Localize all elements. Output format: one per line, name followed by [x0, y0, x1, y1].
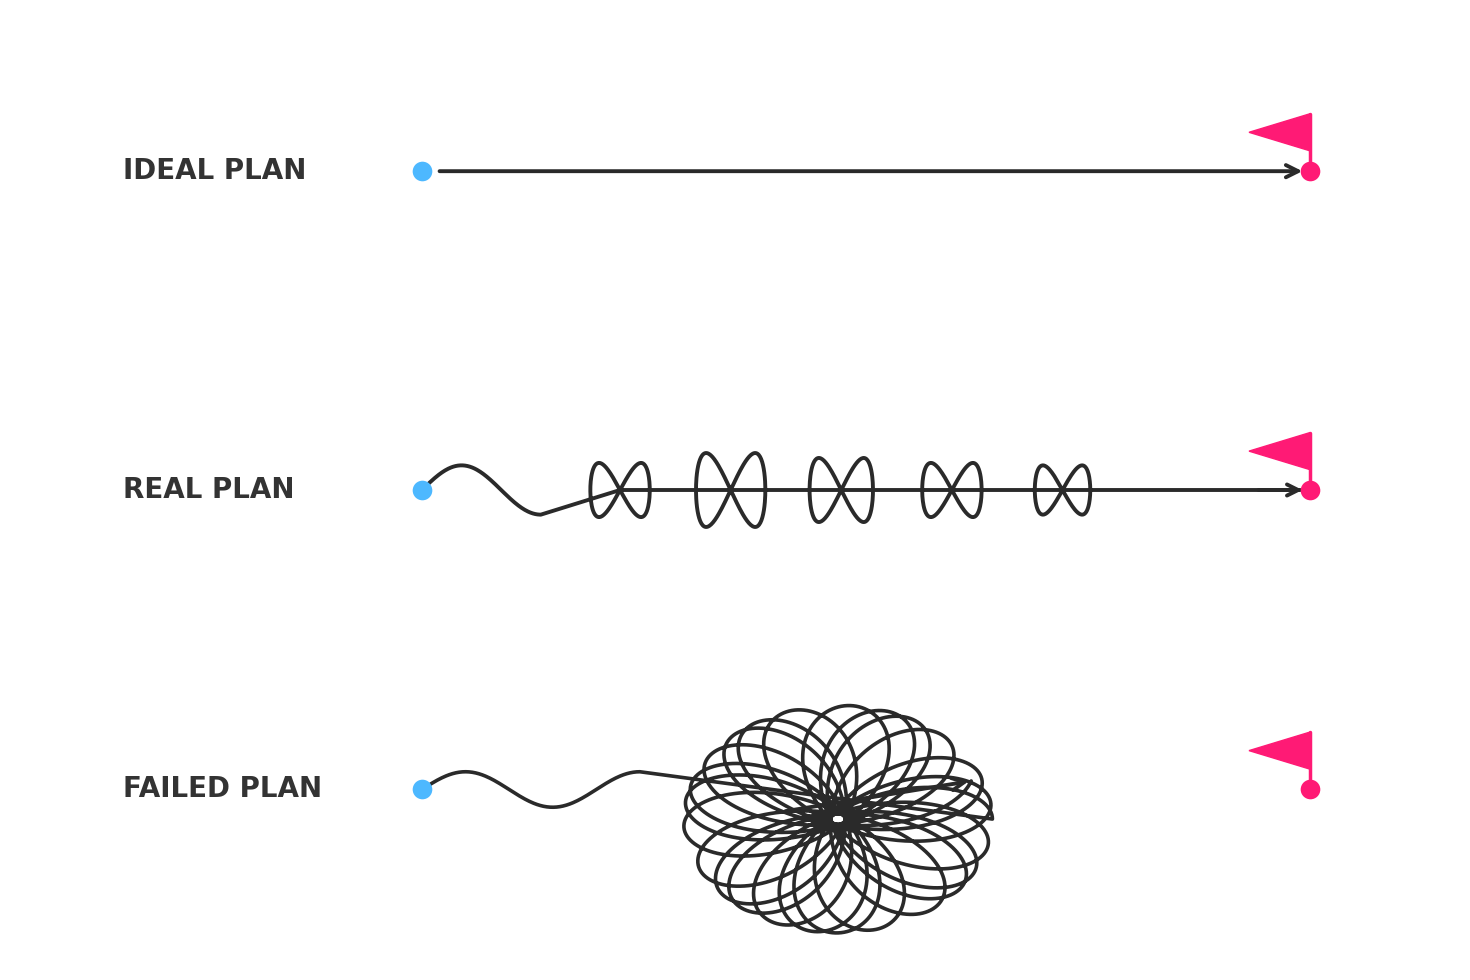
Polygon shape — [1250, 732, 1310, 769]
Text: FAILED PLAN: FAILED PLAN — [123, 775, 322, 804]
Point — [1298, 164, 1322, 179]
Polygon shape — [1250, 432, 1310, 469]
Point — [410, 782, 434, 798]
Text: REAL PLAN: REAL PLAN — [123, 476, 295, 504]
Point — [1298, 782, 1322, 798]
Point — [1298, 482, 1322, 498]
Text: IDEAL PLAN: IDEAL PLAN — [123, 157, 307, 185]
Polygon shape — [1250, 114, 1310, 151]
Point — [410, 482, 434, 498]
Point — [410, 164, 434, 179]
